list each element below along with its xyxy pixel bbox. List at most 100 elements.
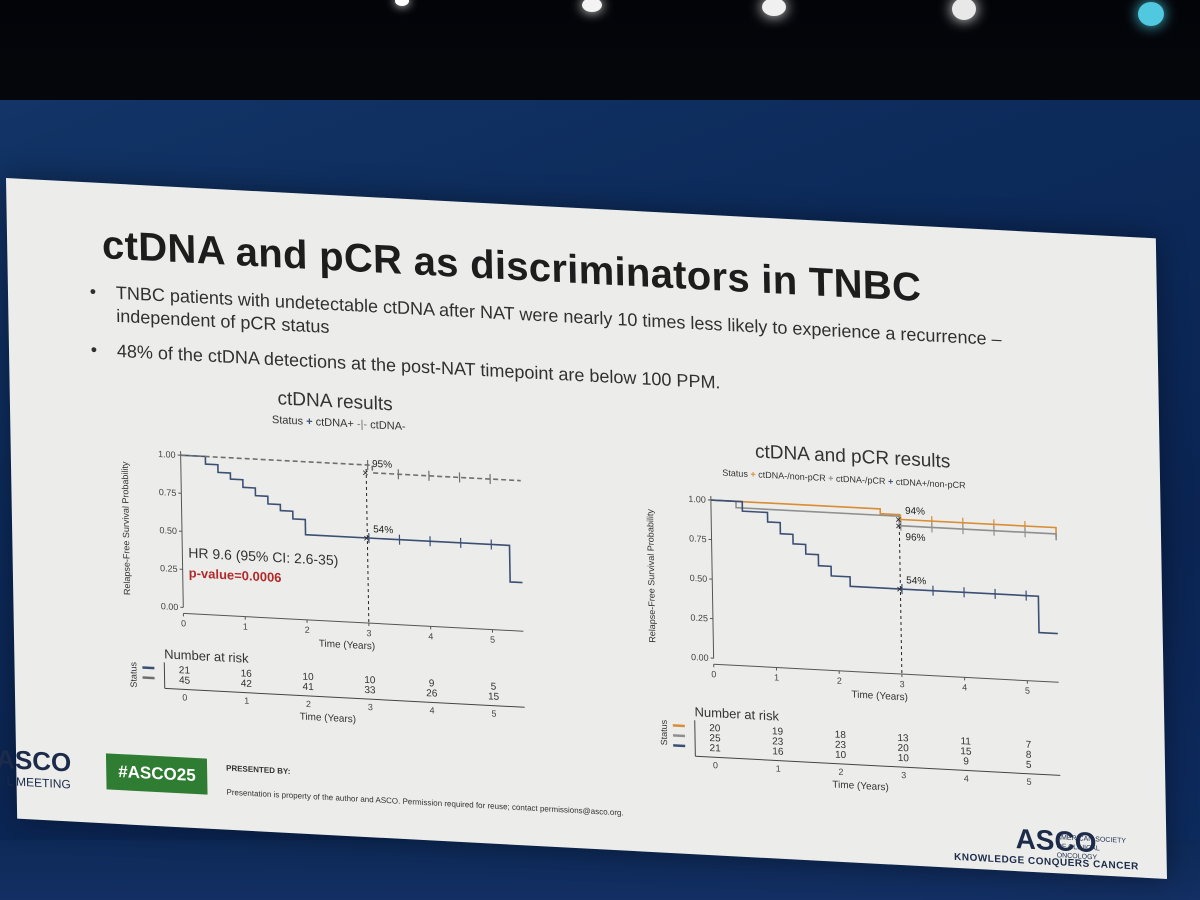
hazard-ratio: HR 9.6 (95% CI: 2.6-35) — [188, 544, 338, 568]
legend-item: ctDNA- — [370, 419, 406, 434]
y-axis — [710, 495, 715, 659]
risk-cell: 16 — [241, 668, 253, 680]
y-axis — [180, 451, 184, 608]
risk-x-label: Time (Years) — [832, 779, 889, 793]
landmark-marker: × — [896, 584, 903, 596]
risk-tick-label: 4 — [430, 705, 435, 715]
landmark-marker: × — [895, 514, 902, 526]
stage-light — [952, 0, 976, 20]
asco-logo-left: ASCO — [0, 743, 72, 778]
stage-light — [582, 0, 602, 12]
km-curve — [180, 454, 521, 482]
x-tick-label: 0 — [181, 618, 186, 628]
legend-item: ctDNA-/pCR — [835, 473, 886, 487]
risk-tick-label: 1 — [776, 763, 781, 773]
legend-item: ctDNA+/non-pCR — [895, 476, 966, 491]
bullet-dot: • — [90, 339, 98, 360]
y-tick-label: 0.00 — [161, 601, 179, 612]
risk-cell: 5 — [491, 682, 497, 693]
landmark-label: 95% — [372, 459, 392, 471]
risk-y-axis — [694, 720, 696, 757]
copyright-notice: Presentation is property of the author a… — [226, 787, 624, 818]
risk-tick-label: 3 — [368, 702, 373, 712]
legend-marker-neg: -|- — [356, 418, 368, 431]
landmark-marker: × — [895, 521, 902, 533]
km-curve — [180, 454, 523, 584]
left-legend: Status + ctDNA+ -|- ctDNA- — [272, 414, 406, 433]
legend-marker-pos: + — [306, 415, 313, 429]
risk-tick-label: 3 — [901, 770, 906, 780]
risk-row-swatch — [673, 744, 686, 748]
risk-cell: 10 — [835, 750, 847, 762]
risk-cell: 20 — [709, 723, 721, 735]
risk-tick-label: 0 — [182, 692, 187, 702]
risk-y-label: Status — [659, 719, 669, 746]
right-chart-title: ctDNA and pCR results — [754, 441, 951, 473]
y-tick-label: 0.75 — [689, 533, 707, 544]
landmark-label: 54% — [373, 524, 393, 536]
risk-table-title: Number at risk — [694, 704, 779, 723]
legend-item: ctDNA+ — [315, 416, 355, 431]
risk-tick-label: 5 — [1026, 777, 1031, 787]
legend-label: Status — [722, 467, 748, 479]
x-tick-label: 0 — [711, 669, 716, 679]
hashtag-badge: #ASCO25 — [105, 753, 209, 795]
y-tick-label: 1.00 — [158, 449, 176, 460]
risk-row-swatch — [672, 734, 686, 738]
risk-cell: 9 — [963, 756, 969, 767]
risk-cell: 25 — [709, 733, 721, 745]
risk-cell: 23 — [835, 740, 847, 752]
risk-tick-label: 4 — [964, 773, 969, 783]
risk-tick-label: 2 — [838, 767, 843, 777]
x-tick-label: 1 — [243, 622, 248, 632]
y-axis-label: Relapse-Free Survival Probability — [645, 508, 657, 643]
risk-cell: 20 — [898, 743, 910, 755]
risk-x-label: Time (Years) — [300, 711, 357, 725]
risk-cell: 8 — [1026, 750, 1032, 761]
y-tick-label: 0.75 — [159, 487, 177, 498]
km-curve — [710, 499, 1058, 541]
left-chart-title: ctDNA results — [277, 388, 393, 416]
landmark-label: 94% — [905, 506, 925, 518]
stage-light — [395, 0, 409, 6]
legend-marker: + — [887, 476, 894, 487]
x-tick-label: 2 — [305, 625, 310, 635]
meeting-label: L MEETING — [6, 774, 71, 792]
risk-cell: 15 — [488, 691, 500, 703]
legend-label: Status — [271, 413, 304, 428]
risk-cell: 26 — [426, 688, 438, 700]
landmark-marker: × — [362, 467, 369, 479]
risk-tick-label: 0 — [713, 760, 718, 770]
risk-row-swatch — [142, 676, 155, 680]
slide: ctDNA and pCR as discriminators in TNBC … — [0, 178, 1167, 880]
landmark-marker: × — [363, 533, 370, 545]
risk-row-swatch — [142, 666, 155, 670]
risk-tick-label: 2 — [306, 699, 311, 709]
risk-cell: 42 — [241, 678, 253, 690]
risk-cell: 10 — [302, 672, 314, 684]
y-tick-label: 0.25 — [160, 563, 178, 574]
km-curve — [710, 499, 1058, 635]
presented-by: PRESENTED BY: — [225, 763, 291, 777]
risk-cell: 10 — [898, 753, 910, 765]
risk-cell: 10 — [364, 675, 376, 687]
risk-y-label: Status — [128, 661, 138, 688]
risk-cell: 33 — [364, 685, 376, 697]
y-tick-label: 0.25 — [690, 612, 708, 623]
risk-cell: 21 — [710, 743, 722, 755]
risk-tick-label: 1 — [244, 696, 249, 706]
legend-marker: + — [828, 473, 834, 484]
x-tick-label: 4 — [428, 631, 433, 641]
stage-ceiling — [0, 0, 1200, 110]
legend-marker: + — [750, 469, 756, 480]
landmark-line — [898, 513, 903, 675]
y-tick-label: 1.00 — [688, 494, 706, 505]
x-axis — [183, 612, 524, 632]
x-tick-label: 3 — [899, 679, 904, 689]
stage-light — [1138, 2, 1164, 26]
risk-cell: 19 — [772, 726, 784, 738]
x-axis-label: Time (Years) — [851, 689, 908, 703]
y-tick-label: 0.50 — [690, 573, 708, 584]
risk-tick-label: 5 — [491, 709, 496, 719]
